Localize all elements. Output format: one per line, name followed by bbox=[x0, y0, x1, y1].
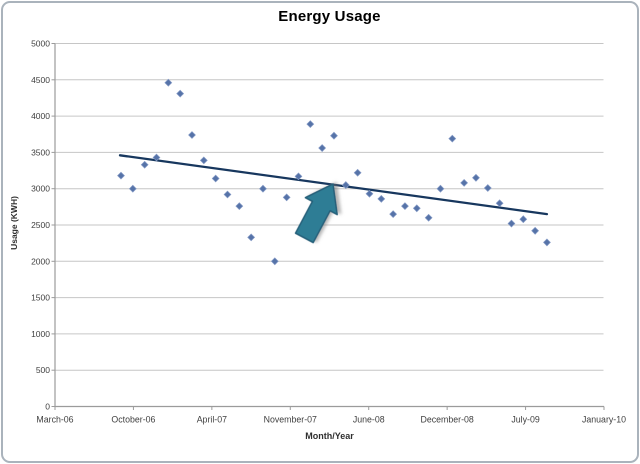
data-point bbox=[140, 160, 149, 169]
x-tick-label: March-06 bbox=[36, 415, 73, 425]
y-tick-label: 4000 bbox=[31, 111, 50, 121]
data-point bbox=[199, 156, 208, 165]
data-point bbox=[377, 194, 386, 203]
y-tick-label: 5000 bbox=[31, 39, 50, 49]
x-axis-title: Month/Year bbox=[305, 431, 354, 441]
data-point bbox=[495, 199, 504, 208]
y-tick-label: 4500 bbox=[31, 75, 50, 85]
data-point bbox=[460, 178, 469, 187]
x-tick-label: December-08 bbox=[420, 415, 473, 425]
data-point bbox=[306, 120, 315, 128]
data-point bbox=[330, 131, 338, 140]
y-tick-label: 1000 bbox=[31, 329, 50, 339]
x-tick-label: January-10 bbox=[582, 415, 626, 425]
data-point bbox=[211, 174, 220, 183]
data-point bbox=[341, 181, 350, 189]
data-point bbox=[531, 226, 540, 235]
data-point bbox=[223, 190, 232, 199]
data-point bbox=[543, 238, 551, 247]
data-point bbox=[247, 233, 256, 242]
y-tick-label: 3000 bbox=[31, 184, 50, 194]
data-point bbox=[176, 89, 185, 98]
data-point bbox=[472, 173, 480, 182]
x-tick-label: June-08 bbox=[353, 415, 385, 425]
data-point bbox=[270, 257, 279, 266]
data-point bbox=[436, 184, 445, 193]
data-point bbox=[448, 134, 457, 143]
data-point bbox=[294, 172, 303, 181]
data-point bbox=[152, 153, 161, 162]
data-point bbox=[507, 219, 516, 228]
data-point bbox=[353, 168, 362, 177]
x-tick-label: November-07 bbox=[264, 415, 317, 425]
y-tick-label: 0 bbox=[45, 402, 50, 412]
y-tick-label: 1500 bbox=[31, 293, 50, 303]
chart-title: Energy Usage bbox=[278, 8, 381, 25]
y-tick-label: 500 bbox=[36, 365, 50, 375]
data-point bbox=[483, 184, 492, 192]
data-point bbox=[164, 78, 173, 87]
data-point bbox=[128, 184, 137, 193]
x-tick-label: April-07 bbox=[197, 415, 227, 425]
data-point bbox=[389, 210, 398, 219]
data-point bbox=[412, 204, 421, 213]
y-tick-label: 2000 bbox=[31, 256, 50, 266]
data-point bbox=[117, 171, 125, 180]
data-point bbox=[282, 193, 291, 202]
annotation-arrow bbox=[294, 183, 338, 244]
data-point bbox=[401, 202, 409, 211]
x-tick-label: July-09 bbox=[511, 415, 539, 425]
data-point bbox=[235, 202, 244, 211]
data-point bbox=[188, 131, 196, 139]
data-point bbox=[318, 144, 327, 152]
data-point bbox=[424, 213, 433, 222]
data-point bbox=[519, 215, 528, 224]
y-tick-label: 3500 bbox=[31, 147, 50, 157]
y-tick-label: 2500 bbox=[31, 220, 50, 230]
data-point bbox=[259, 184, 267, 193]
x-tick-label: October-06 bbox=[111, 415, 155, 425]
data-point bbox=[365, 189, 374, 198]
